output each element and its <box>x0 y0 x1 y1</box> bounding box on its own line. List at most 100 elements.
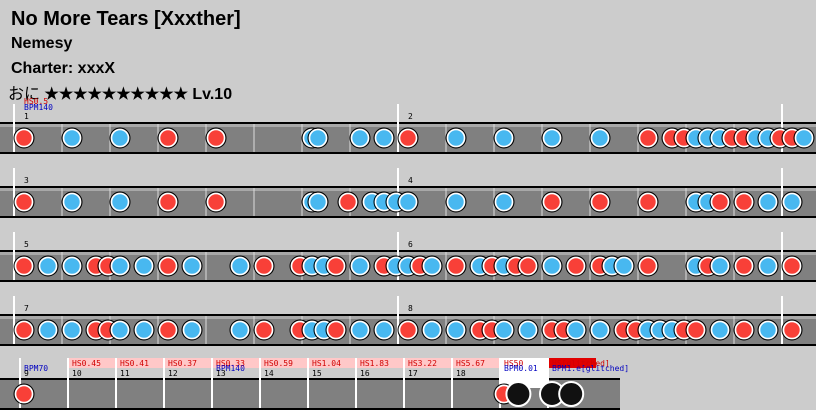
bar-number: 10 <box>72 369 82 378</box>
hs-label: HS1.04 <box>312 359 341 368</box>
don-note <box>398 128 418 148</box>
bar-number: 12 <box>168 369 178 378</box>
hs-label: HS3.22 <box>408 359 437 368</box>
ka-note-outline <box>109 319 131 341</box>
ka-note-outline <box>445 127 467 149</box>
don-note <box>566 256 586 276</box>
ka-note-outline <box>307 191 329 213</box>
hs-box <box>548 358 596 368</box>
level-label: Lv.10 <box>192 86 233 103</box>
lane-border-top <box>0 250 816 252</box>
ka-note <box>398 192 418 212</box>
ka-note-outline <box>109 255 131 277</box>
don-note <box>14 128 34 148</box>
ka-note <box>422 320 442 340</box>
ka-note-outline <box>373 319 395 341</box>
ka-note <box>542 256 562 276</box>
don-note-outline <box>337 191 359 213</box>
hs-box <box>68 358 116 368</box>
ka-note-outline <box>109 127 131 149</box>
hs-box <box>500 358 548 368</box>
don-note <box>782 256 802 276</box>
don-note-outline <box>637 255 659 277</box>
lane-border-top <box>0 186 816 188</box>
lane-border-bottom <box>0 152 816 154</box>
speed-change-box <box>500 366 548 388</box>
don-note <box>638 192 658 212</box>
ka-note <box>350 320 370 340</box>
don-note <box>782 320 802 340</box>
don-note <box>542 192 562 212</box>
difficulty-line: おに ★★★★★★★★★★ Lv.10 <box>8 80 232 104</box>
bar-number: 8 <box>408 304 413 313</box>
ka-note-outline <box>421 255 443 277</box>
lane-border-top <box>0 122 816 124</box>
don-note-outline <box>781 319 803 341</box>
don-note-outline <box>733 191 755 213</box>
don-note <box>254 256 274 276</box>
ka-note-outline <box>565 319 587 341</box>
ka-note-outline <box>709 255 731 277</box>
ka-note <box>62 192 82 212</box>
ka-note-outline <box>589 319 611 341</box>
ka-note <box>494 128 514 148</box>
ka-note <box>110 256 130 276</box>
ka-note-outline <box>541 255 563 277</box>
bpm-label: BPM140 <box>24 103 53 112</box>
ka-note-outline <box>757 319 779 341</box>
ka-note-outline <box>397 191 419 213</box>
bar-number: 14 <box>264 369 274 378</box>
ka-note <box>182 320 202 340</box>
don-note-outline <box>13 383 35 405</box>
ka-note <box>38 320 58 340</box>
don-note-outline <box>517 255 539 277</box>
don-note-outline <box>157 191 179 213</box>
don-note-outline <box>445 255 467 277</box>
hs-box <box>404 358 452 368</box>
ka-note-outline <box>349 319 371 341</box>
ka-note <box>566 320 586 340</box>
bar-number: 17 <box>408 369 418 378</box>
don-note-outline <box>253 319 275 341</box>
lane-highlight <box>0 316 816 319</box>
ka-note <box>230 320 250 340</box>
don-note <box>158 192 178 212</box>
ka-note-outline <box>349 127 371 149</box>
don-note <box>254 320 274 340</box>
ka-note-outline <box>307 127 329 149</box>
bar-number: 6 <box>408 240 413 249</box>
ka-note-outline <box>229 255 251 277</box>
don-note <box>206 192 226 212</box>
don-note <box>638 256 658 276</box>
don-note-outline <box>397 319 419 341</box>
ka-note-outline <box>373 127 395 149</box>
ka-note <box>230 256 250 276</box>
ka-note <box>518 320 538 340</box>
don-note-outline <box>157 255 179 277</box>
don-note-outline <box>157 127 179 149</box>
don-note-outline <box>685 319 707 341</box>
bar-number: 4 <box>408 176 413 185</box>
bar-number: 3 <box>24 176 29 185</box>
ka-note <box>590 320 610 340</box>
don-note-outline <box>709 191 731 213</box>
ka-note-outline <box>517 319 539 341</box>
ka-note-outline <box>421 319 443 341</box>
hs-box <box>356 358 404 368</box>
ka-note-outline <box>133 255 155 277</box>
bar-number: 13 <box>216 369 226 378</box>
lane-border-bottom <box>0 408 620 410</box>
don-note <box>710 192 730 212</box>
don-note <box>14 192 34 212</box>
ka-note-outline <box>589 127 611 149</box>
bar-number: 18 <box>456 369 466 378</box>
ka-note <box>308 192 328 212</box>
ka-note-outline <box>493 191 515 213</box>
don-note <box>638 128 658 148</box>
bar-number: 11 <box>120 369 130 378</box>
lane-border-bottom <box>0 344 816 346</box>
don-note-outline <box>253 255 275 277</box>
ka-note <box>446 320 466 340</box>
ka-note-outline <box>445 319 467 341</box>
ka-note <box>182 256 202 276</box>
